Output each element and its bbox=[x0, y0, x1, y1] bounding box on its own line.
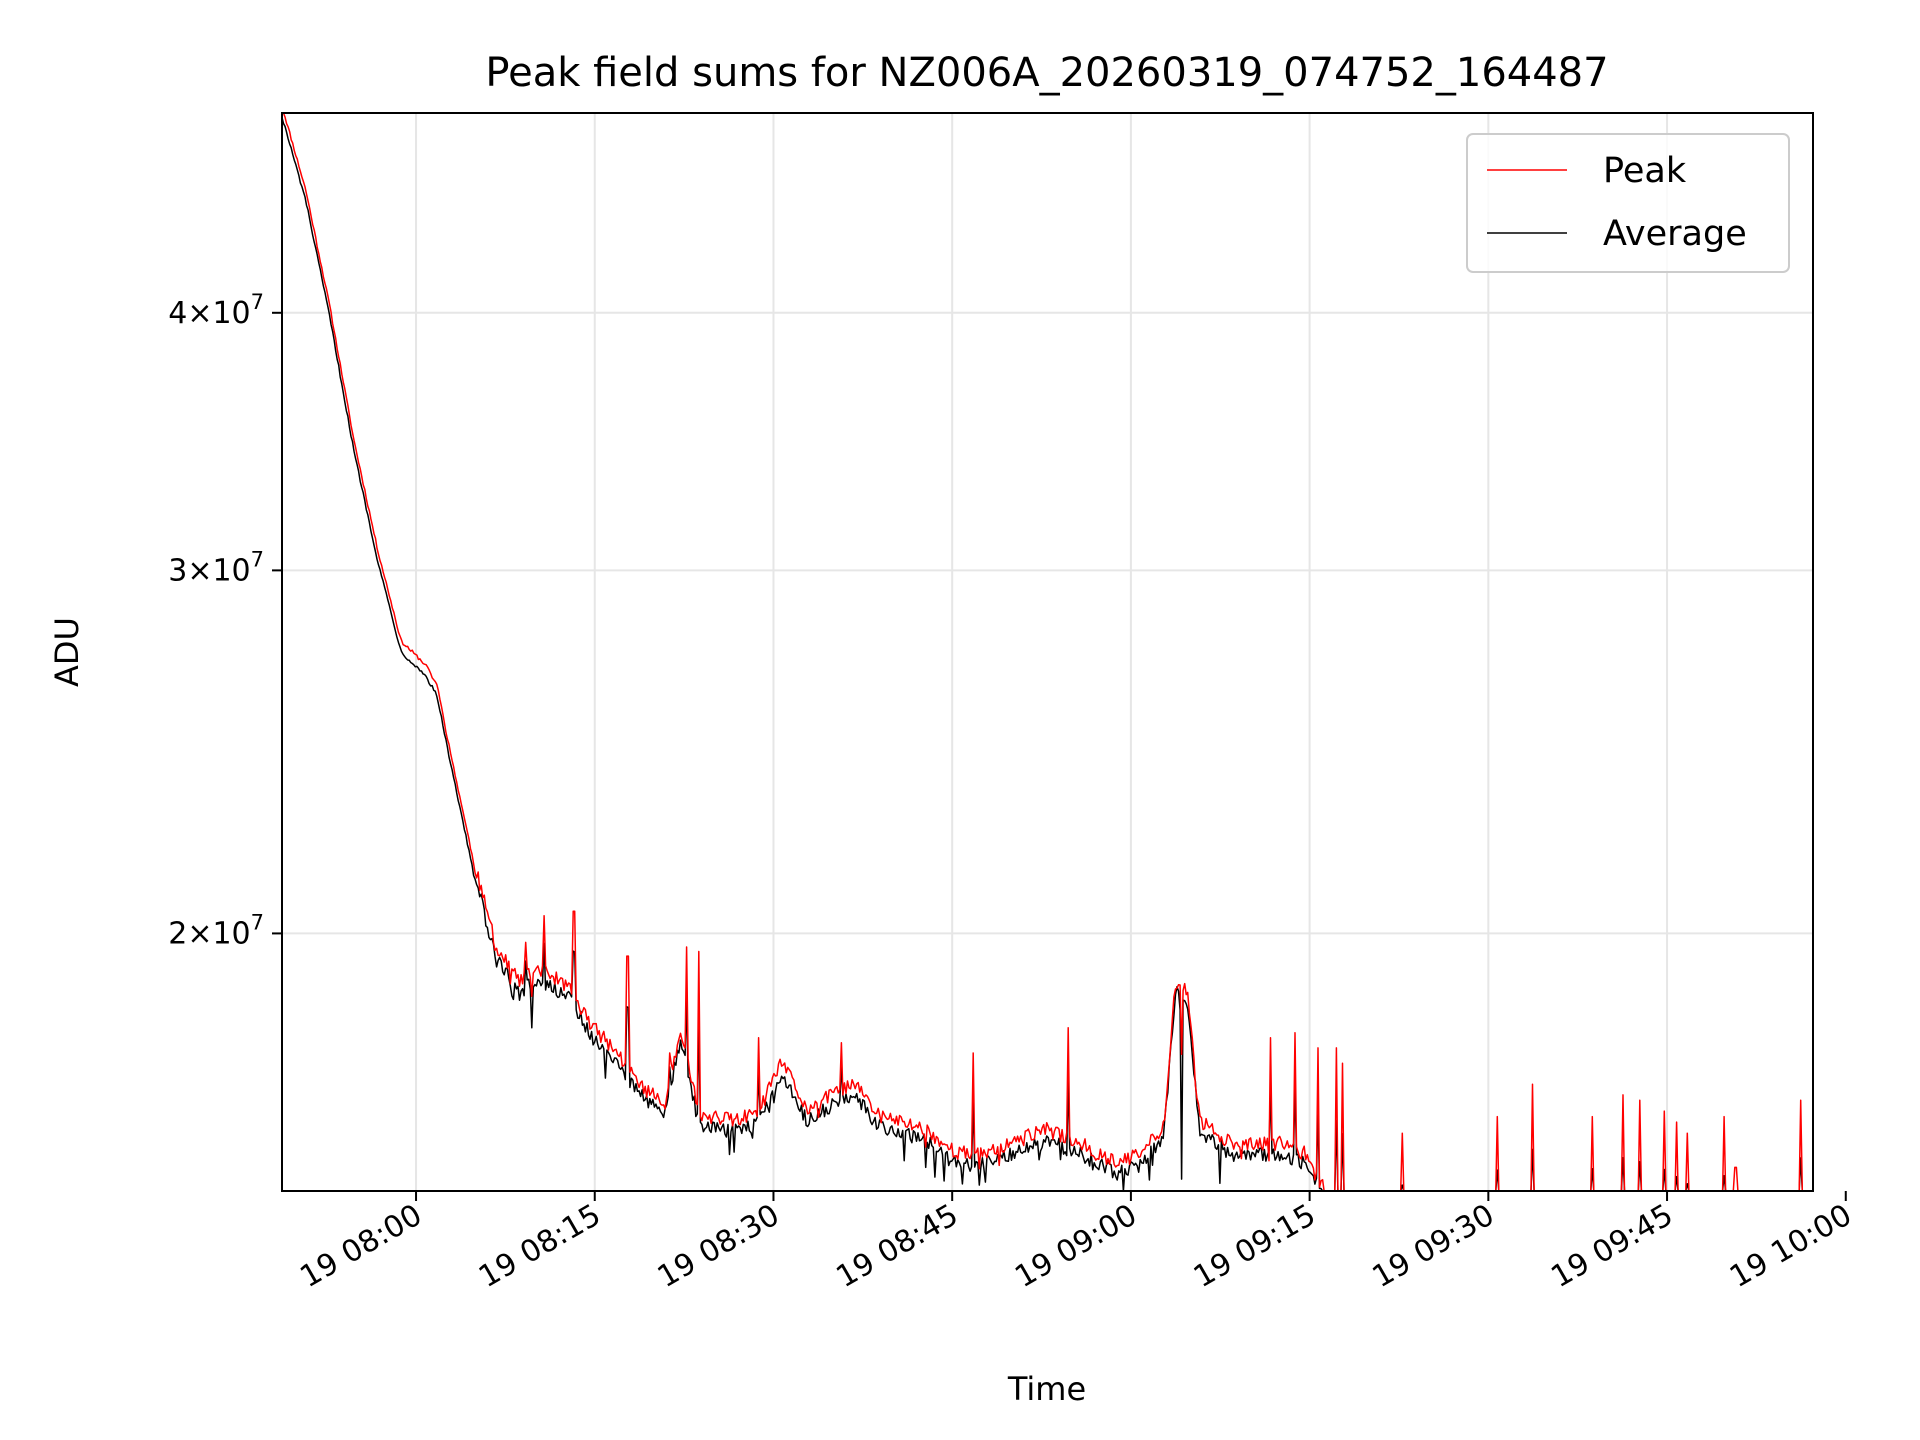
y-tick-times: ×10 bbox=[187, 916, 250, 951]
chart-title: Peak field sums for NZ006A_20260319_0747… bbox=[485, 50, 1608, 96]
y-tick-mantissa: 4 bbox=[168, 296, 187, 331]
y-tick-mantissa: 3 bbox=[168, 553, 187, 588]
y-tick-exponent: 7 bbox=[251, 910, 264, 934]
y-axis-label: ADU bbox=[48, 617, 86, 687]
y-tick-label: 4×107 bbox=[168, 290, 264, 331]
x-axis-label: Time bbox=[1007, 1370, 1086, 1408]
grid-lines bbox=[282, 113, 1813, 1191]
legend: Peak Average bbox=[1466, 133, 1790, 273]
legend-label-average: Average bbox=[1603, 214, 1747, 254]
y-tick-mantissa: 2 bbox=[168, 916, 187, 951]
y-tick-times: ×10 bbox=[187, 296, 250, 331]
y-tick-exponent: 7 bbox=[251, 290, 264, 314]
legend-label-peak: Peak bbox=[1603, 151, 1687, 191]
y-tick-exponent: 7 bbox=[251, 547, 264, 571]
y-tick-times: ×10 bbox=[187, 553, 250, 588]
plot-frame bbox=[281, 112, 1814, 1192]
y-tick-label: 3×107 bbox=[168, 547, 264, 588]
legend-box bbox=[1466, 133, 1790, 273]
y-tick-label: 2×107 bbox=[168, 910, 264, 951]
